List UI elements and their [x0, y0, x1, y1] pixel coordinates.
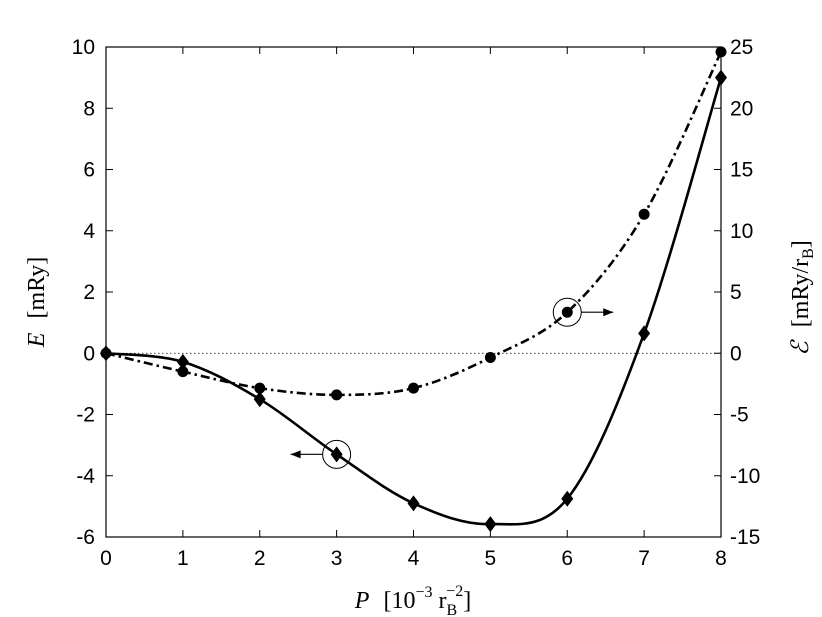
x-axis-text: [10 [383, 588, 415, 614]
y-axis-left-label: E [mRy] [24, 257, 50, 348]
series-0-point [253, 391, 266, 408]
series-0-point [484, 516, 497, 533]
x-tick-label: 5 [485, 547, 497, 570]
y-axis-left-text: [mRy] [24, 257, 50, 319]
series-0-point [638, 325, 651, 342]
y-axis-right-sub: B [800, 248, 817, 259]
x-axis-symbol: P [354, 588, 370, 614]
y-right-tick-label: 25 [730, 36, 753, 59]
x-tick-label: 2 [254, 547, 266, 570]
y-left-tick-label: -2 [76, 404, 95, 427]
y-right-tick-label: 10 [730, 220, 753, 243]
tick-layer: 0 1 2 3 4 5 6 7 8 -6 -4 -2 0 2 4 6 8 10 -15 -10 -5 0 5 10 15 20 25 [72, 36, 761, 570]
y-axis-right-symbol: ℰ [788, 339, 814, 356]
y-left-tick-label: -4 [76, 465, 95, 488]
series-0-point [330, 446, 343, 463]
x-axis-exp: −3 [415, 584, 432, 601]
curve-layer [105, 51, 723, 526]
y-left-tick-label: 2 [83, 281, 95, 304]
y-right-tick-label: -15 [730, 526, 760, 549]
y-right-tick-label: 5 [730, 281, 742, 304]
series-1-point [561, 306, 573, 318]
y-left-tick-label: 8 [83, 97, 95, 120]
annotation-layer [290, 297, 614, 469]
x-tick-label: 0 [100, 547, 112, 570]
y-left-tick-label: 4 [83, 220, 95, 243]
series-1-point [177, 366, 189, 378]
series-0-point [407, 495, 420, 512]
x-tick-label: 3 [331, 547, 343, 570]
y-right-tick-label: 20 [730, 97, 753, 120]
annotation-1-arrow-head [603, 308, 614, 317]
x-axis-close: ] [463, 588, 471, 614]
series-1-point [331, 389, 343, 401]
y-axis-left-symbol: E [24, 332, 50, 348]
x-axis-unit-sup: −2 [446, 583, 463, 600]
x-tick-label: 8 [715, 547, 727, 570]
y-right-tick-label: -5 [730, 404, 749, 427]
x-tick-label: 7 [638, 547, 650, 570]
x-axis-unit-sub: B [447, 602, 458, 617]
y-right-tick-label: 0 [730, 342, 742, 365]
series-1-point [638, 208, 650, 220]
series-1-point [484, 352, 496, 364]
annotation-0-arrow-head [290, 450, 301, 459]
x-tick-label: 6 [561, 547, 573, 570]
x-tick-label: 1 [177, 547, 189, 570]
series-0-point [561, 490, 574, 507]
series-1-point [254, 382, 266, 394]
series-1-line [105, 51, 723, 397]
series-1-point [408, 382, 419, 394]
x-axis-label: P [10−3 rB −2] [354, 583, 471, 617]
x-tick-label: 4 [408, 547, 420, 570]
series-0-point [176, 353, 189, 370]
y-right-tick-label: -10 [730, 465, 760, 488]
marker-layer [100, 46, 727, 533]
y-left-tick-label: 10 [72, 36, 95, 59]
y-left-tick-label: 0 [83, 342, 95, 365]
x-axis-unit: r [433, 588, 447, 614]
y-axis-right-text: [mRy/r [788, 259, 814, 327]
y-right-tick-label: 15 [730, 159, 753, 182]
y-axis-right-label: ℰ [mRy/rB] [788, 240, 817, 356]
plot-frame [105, 46, 722, 538]
series-0-line [105, 77, 723, 526]
y-left-tick-label: 6 [83, 159, 95, 182]
y-left-tick-label: -6 [76, 526, 95, 549]
y-axis-right-close: ] [788, 240, 814, 248]
